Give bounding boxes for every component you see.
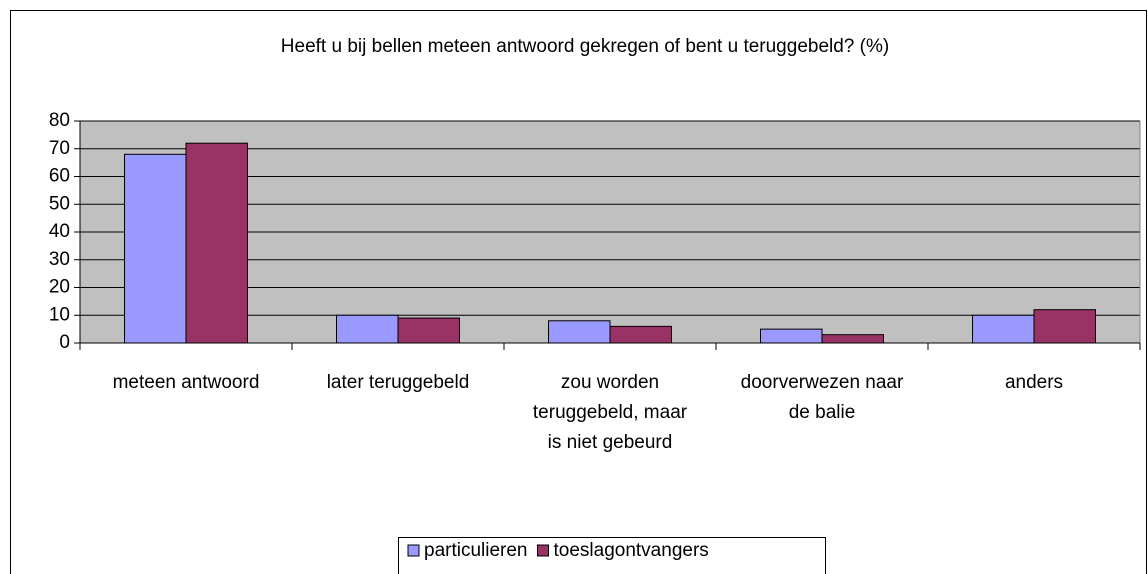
y-tick-label: 10 — [49, 304, 70, 325]
bar — [548, 320, 611, 344]
x-tick-label-box: doorverwezen naar de balie — [740, 372, 904, 423]
legend: particulieren toeslagontvangers — [398, 537, 826, 574]
legend-swatch — [407, 544, 420, 557]
bar — [972, 314, 1035, 344]
x-tick-label-box: zou worden teruggebeld, maar is niet geb… — [532, 372, 688, 453]
bar — [609, 325, 672, 344]
bar — [185, 142, 248, 344]
chart-title: Heeft u bij bellen meteen antwoord gekre… — [281, 36, 889, 57]
x-tick-label-box: later teruggebeld — [326, 372, 470, 393]
bar — [336, 314, 399, 344]
x-tick-label: meteen antwoord — [112, 372, 260, 393]
y-tick-label: 70 — [49, 138, 70, 159]
y-tick-label: 0 — [59, 332, 70, 353]
x-tick-label: anders — [1004, 372, 1064, 393]
bar — [821, 334, 884, 344]
y-tick-label: 50 — [49, 193, 70, 214]
y-tick-label: 60 — [49, 166, 70, 187]
legend-label: particulieren — [424, 540, 528, 561]
y-tick-label: 80 — [49, 110, 70, 131]
y-tick-label: 40 — [49, 221, 70, 242]
legend-label: toeslagontvangers — [554, 540, 709, 561]
bar — [124, 153, 187, 344]
x-tick-label: later teruggebeld — [326, 372, 470, 393]
x-tick-label: doorverwezen naar de balie — [740, 372, 904, 423]
bar — [1033, 309, 1096, 344]
legend-swatch — [537, 544, 549, 557]
x-tick-label-box: meteen antwoord — [112, 372, 260, 393]
y-tick-label: 20 — [49, 277, 70, 298]
legend-box — [398, 537, 826, 574]
x-tick-label-box: anders — [1004, 372, 1064, 393]
bar — [760, 328, 823, 344]
bar — [397, 317, 460, 344]
x-tick-label: zou worden teruggebeld, maar is niet geb… — [532, 372, 688, 453]
y-tick-label: 30 — [49, 249, 70, 270]
